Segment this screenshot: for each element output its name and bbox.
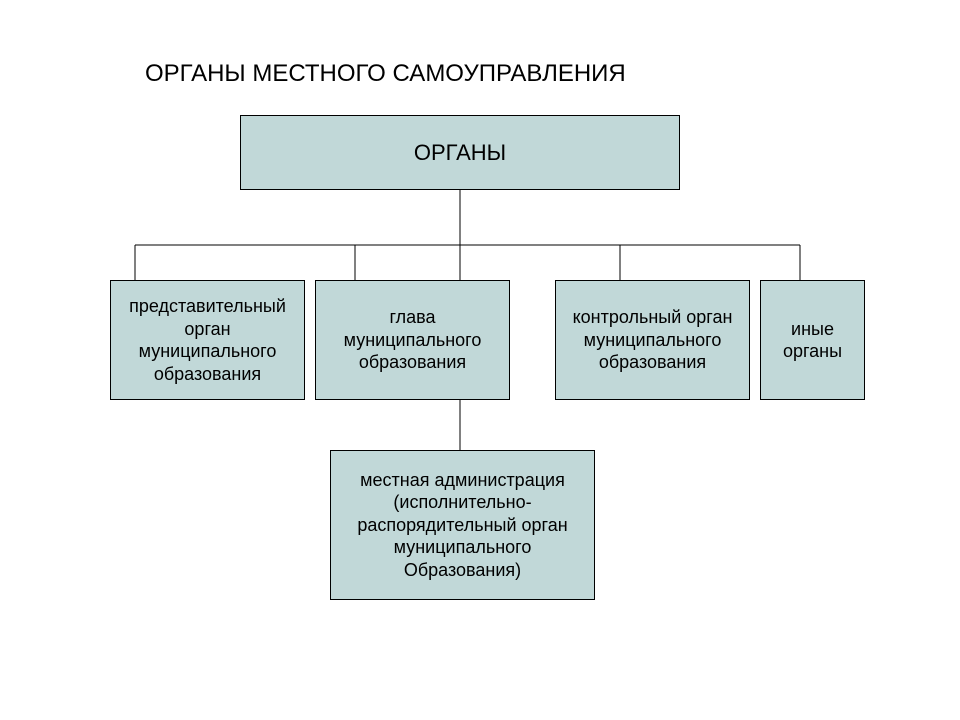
node-other-bodies: иные органы <box>760 280 865 400</box>
node-local-administration: местная администрация (исполнительно-рас… <box>330 450 595 600</box>
diagram-canvas: ОРГАНЫ МЕСТНОГО САМОУПРАВЛЕНИЯ ОРГАНЫ пр… <box>0 0 960 720</box>
node-root: ОРГАНЫ <box>240 115 680 190</box>
node-representative-body: представительный орган муниципального об… <box>110 280 305 400</box>
diagram-title: ОРГАНЫ МЕСТНОГО САМОУПРАВЛЕНИЯ <box>145 60 626 88</box>
node-control-body: контрольный орган муниципального образов… <box>555 280 750 400</box>
node-head-of-municipality: глава муниципального образования <box>315 280 510 400</box>
